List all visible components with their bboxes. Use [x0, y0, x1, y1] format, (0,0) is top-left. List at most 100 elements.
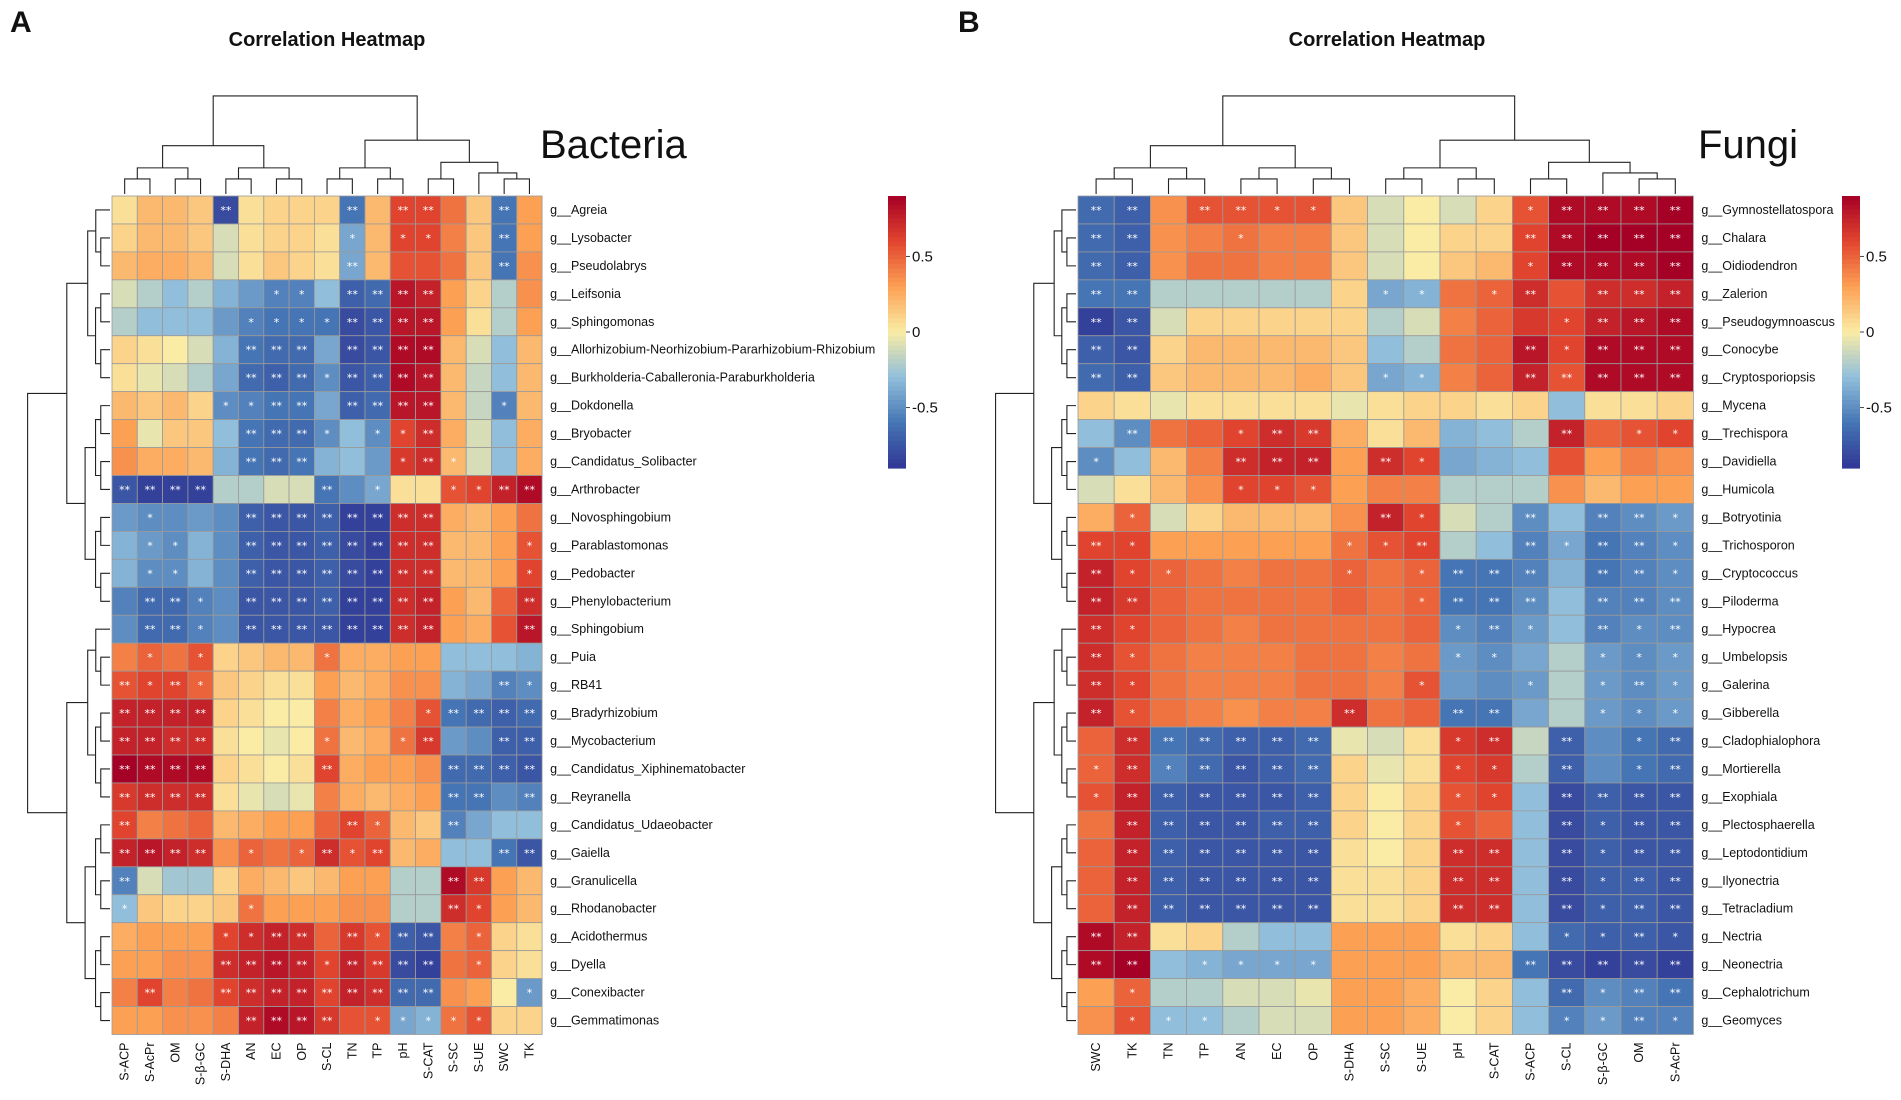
heatmap-cell [364, 558, 391, 588]
colorbar-segment [1842, 449, 1860, 455]
significance-mark: * [147, 511, 153, 524]
significance-mark: * [1130, 567, 1136, 580]
heatmap-cell [389, 894, 416, 924]
heatmap-cell [440, 391, 467, 420]
significance-mark: ** [347, 204, 359, 217]
significance-mark: * [350, 232, 356, 245]
heatmap-cell [288, 1006, 315, 1035]
heatmap-cell [1113, 586, 1151, 616]
row-label: g__Candidatus_Udaeobacter [550, 818, 713, 832]
heatmap-cell [1584, 307, 1622, 337]
heatmap-cell [1258, 642, 1296, 672]
heatmap-cell [1294, 558, 1332, 588]
heatmap-cell [1077, 1006, 1115, 1035]
heatmap-cell [1548, 922, 1586, 952]
dendrogram-branch [1403, 167, 1477, 179]
significance-mark: ** [144, 595, 156, 608]
colorbar-segment [888, 395, 906, 401]
heatmap-cell [389, 558, 416, 588]
dendrogram-branch [1061, 209, 1076, 253]
heatmap-cell [1548, 279, 1586, 309]
heatmap-cell [1186, 558, 1224, 588]
significance-mark: ** [296, 987, 308, 1000]
heatmap-cell [263, 531, 290, 560]
significance-mark: ** [1670, 819, 1682, 832]
dendrogram-branch [1638, 178, 1676, 194]
heatmap-cell [1331, 195, 1369, 225]
dendrogram-branch [1113, 167, 1188, 179]
panel-a-heatmap-cells [111, 195, 543, 1035]
dendrogram-branch [100, 405, 110, 435]
significance-mark: ** [1670, 316, 1682, 329]
significance-mark: ** [246, 344, 258, 357]
heatmap-cell [238, 195, 265, 225]
heatmap-cell [238, 251, 265, 281]
heatmap-cell [1512, 279, 1550, 309]
heatmap-cell [111, 363, 138, 393]
significance-mark: ** [119, 707, 131, 720]
heatmap-cell [111, 670, 138, 700]
significance-mark: * [476, 483, 482, 496]
heatmap-cell [1186, 251, 1224, 281]
row-label: g__Zalerion [1701, 287, 1767, 301]
significance-mark: ** [499, 679, 511, 692]
significance-mark: * [1455, 651, 1461, 664]
significance-mark: ** [322, 763, 334, 776]
panel-a-significance-marks: ** ** ** ** *** * * **** *** * ** ** ** *** * * * ** ** ** *… [119, 204, 535, 1028]
significance-mark: * [1673, 428, 1679, 441]
colorbar-segment [1842, 327, 1860, 333]
heatmap-cell [313, 866, 341, 896]
heatmap-cell [1331, 810, 1369, 840]
heatmap-cell [364, 223, 391, 253]
significance-mark: ** [347, 260, 359, 273]
colorbar-segment [1842, 363, 1860, 369]
heatmap-cell [1584, 279, 1622, 309]
heatmap-cell [1439, 1006, 1477, 1035]
significance-mark: ** [195, 483, 207, 496]
significance-mark: ** [1272, 791, 1284, 804]
colorbar-segment [1842, 354, 1860, 360]
significance-mark: ** [296, 567, 308, 580]
heatmap-cell [1186, 670, 1224, 700]
significance-mark: ** [271, 959, 283, 972]
column-label: S-DHA [1343, 1042, 1357, 1082]
significance-mark: ** [1127, 288, 1139, 301]
significance-mark: ** [271, 539, 283, 552]
significance-mark: ** [1634, 372, 1646, 385]
row-label: g__Oidiodendron [1701, 259, 1797, 273]
heatmap-cell [364, 894, 391, 924]
significance-mark: ** [1272, 428, 1284, 441]
heatmap-cell [238, 642, 265, 672]
heatmap-cell [187, 670, 214, 700]
heatmap-cell [187, 475, 214, 504]
heatmap-cell [440, 754, 467, 784]
heatmap-cell [111, 922, 138, 952]
colorbar-segment [888, 413, 906, 419]
heatmap-cell [187, 922, 214, 952]
significance-mark: * [248, 903, 254, 916]
colorbar-segment [1842, 440, 1860, 446]
colorbar-segment [1842, 268, 1860, 274]
heatmap-cell [339, 782, 366, 812]
column-label: pH [396, 1043, 410, 1059]
significance-mark: ** [296, 595, 308, 608]
row-label: g__Puia [550, 650, 596, 664]
column-label: TP [1198, 1043, 1212, 1059]
significance-mark: ** [1127, 595, 1139, 608]
heatmap-cell [1222, 838, 1260, 868]
colorbar-segment [1842, 254, 1860, 261]
heatmap-cell [136, 195, 164, 225]
row-label: g__Mycena [1701, 399, 1766, 413]
significance-mark: * [1419, 288, 1425, 301]
panel-a-title: Correlation Heatmap [229, 29, 426, 51]
significance-mark: ** [1634, 987, 1646, 1000]
heatmap-cell [212, 866, 239, 896]
heatmap-cell [111, 419, 138, 448]
heatmap-cell [1656, 754, 1694, 784]
dendrogram-branch [237, 167, 290, 179]
row-label: g__Conexibacter [550, 986, 645, 1000]
significance-mark: ** [170, 483, 182, 496]
heatmap-cell [1113, 950, 1151, 980]
heatmap-cell [1222, 335, 1260, 365]
significance-mark: ** [144, 847, 156, 860]
